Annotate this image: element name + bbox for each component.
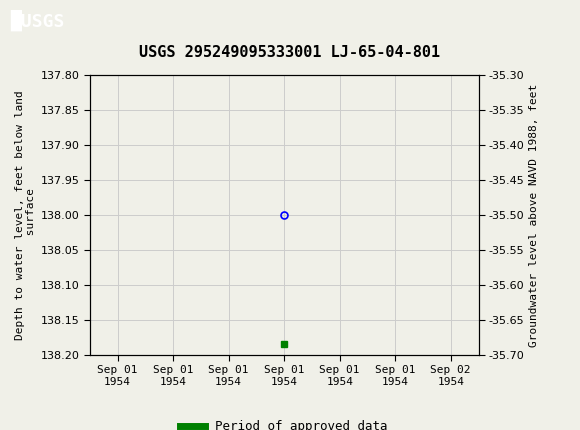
Legend: Period of approved data: Period of approved data bbox=[176, 415, 393, 430]
Y-axis label: Depth to water level, feet below land
 surface: Depth to water level, feet below land su… bbox=[15, 90, 37, 340]
Text: █USGS: █USGS bbox=[10, 10, 65, 31]
Y-axis label: Groundwater level above NAVD 1988, feet: Groundwater level above NAVD 1988, feet bbox=[529, 83, 539, 347]
Text: USGS 295249095333001 LJ-65-04-801: USGS 295249095333001 LJ-65-04-801 bbox=[139, 45, 441, 60]
